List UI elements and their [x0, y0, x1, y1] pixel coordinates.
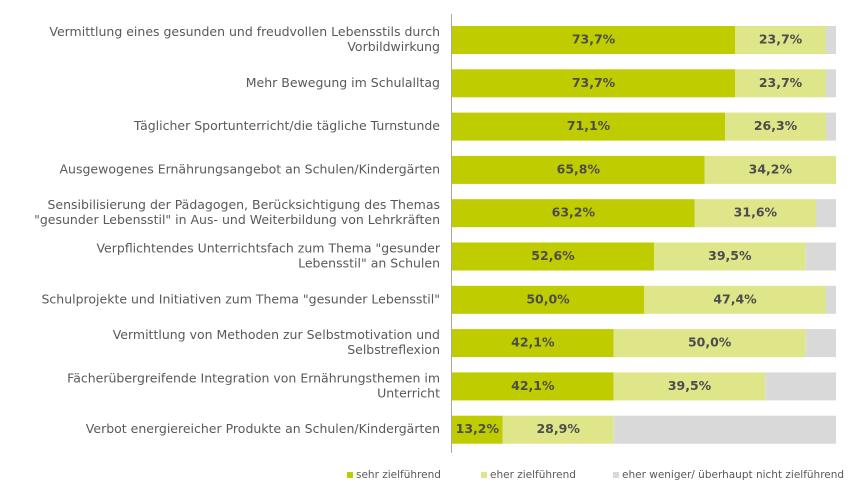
data-label: 65,8%: [557, 161, 601, 176]
data-label: 42,1%: [511, 335, 555, 350]
data-label: 28,9%: [536, 421, 580, 436]
bar-segment-series-2: [704, 155, 836, 184]
category-label: Fächerübergreifende Integration von Ernä…: [67, 370, 440, 400]
bar-segment-series-1: [452, 69, 736, 98]
bar-segment-series-3: [613, 415, 836, 444]
data-label: 31,6%: [734, 205, 778, 220]
category-label: Mehr Bewegung im Schulalltag: [246, 75, 440, 90]
category-label: Sensibilisierung der Pädagogen, Berücksi…: [34, 197, 440, 227]
legend-swatch: [481, 472, 487, 478]
bar-segment-series-3: [816, 199, 836, 228]
bars: [452, 26, 836, 444]
bar-segment-series-2: [694, 199, 817, 228]
category-labels: Vermittlung eines gesunden und freudvoll…: [34, 24, 441, 436]
bar-segment-series-1: [452, 112, 726, 141]
data-label: 23,7%: [759, 32, 803, 47]
category-label: Täglicher Sportunterricht/die tägliche T…: [133, 118, 440, 133]
bar-segment-series-2: [725, 112, 827, 141]
bar-segment-series-3: [826, 69, 836, 98]
data-label: 47,4%: [713, 291, 757, 306]
bar-segment-series-3: [805, 242, 836, 271]
bar-segment-series-1: [452, 372, 614, 401]
data-label: 13,2%: [456, 421, 500, 436]
data-label: 52,6%: [531, 248, 575, 263]
bar-segment-series-2: [653, 242, 806, 271]
legend-swatch: [347, 472, 353, 478]
category-label: Vermittlung eines gesunden und freudvoll…: [49, 24, 440, 54]
data-label: 73,7%: [572, 32, 616, 47]
data-label: 34,2%: [749, 161, 793, 176]
bar-segment-series-2: [735, 69, 827, 98]
value-labels: 73,7% 23,7% 73,7% 23,7% 71,1% 26,3% 65,8% 34,2%…: [456, 32, 803, 437]
bar-segment-series-2: [613, 372, 766, 401]
bar-segment-series-3: [826, 112, 836, 141]
data-label: 39,5%: [708, 248, 752, 263]
bar-segment-series-3: [805, 329, 836, 358]
legend: sehr zielführend eher zielführend eher wen…: [347, 469, 844, 481]
category-label: Ausgewogenes Ernährungsangebot an Schule…: [59, 161, 440, 176]
bar-segment-series-1: [452, 199, 695, 228]
bar-segment-series-1: [452, 329, 614, 358]
data-label: 50,0%: [688, 335, 732, 350]
category-label: Verpflichtendes Unterrichtsfach zum Them…: [96, 241, 440, 271]
legend-swatch: [613, 472, 619, 478]
data-label: 50,0%: [526, 291, 570, 306]
bar-segment-series-2: [644, 285, 827, 314]
legend-label: sehr zielführend: [356, 469, 441, 481]
legend-label: eher zielführend: [490, 469, 576, 481]
data-label: 42,1%: [511, 378, 555, 393]
bar-segment-series-3: [826, 26, 836, 54]
data-label: 26,3%: [754, 118, 798, 133]
data-label: 39,5%: [668, 378, 712, 393]
legend-label: eher weniger/ überhaupt nicht zielführen…: [622, 469, 844, 481]
bar-segment-series-2: [502, 415, 614, 444]
data-label: 23,7%: [759, 75, 803, 90]
bar-segment-series-1: [452, 155, 705, 184]
bar-segment-series-1: [452, 285, 644, 314]
data-label: 71,1%: [567, 118, 611, 133]
bar-segment-series-2: [613, 329, 806, 358]
category-label: Verbot energiereicher Produkte an Schule…: [86, 421, 440, 436]
bar-segment-series-3: [765, 372, 836, 401]
data-label: 63,2%: [552, 205, 596, 220]
bar-segment-series-3: [826, 285, 836, 314]
category-label: Vermittlung von Methoden zur Selbstmotiv…: [113, 327, 440, 357]
data-label: 73,7%: [572, 75, 616, 90]
bar-segment-series-1: [452, 242, 654, 271]
bar-segment-series-1: [452, 26, 736, 54]
category-label: Schulprojekte und Initiativen zum Thema …: [41, 291, 440, 306]
bar-segment-series-1: [452, 415, 503, 444]
bar-segment-series-2: [735, 26, 827, 54]
